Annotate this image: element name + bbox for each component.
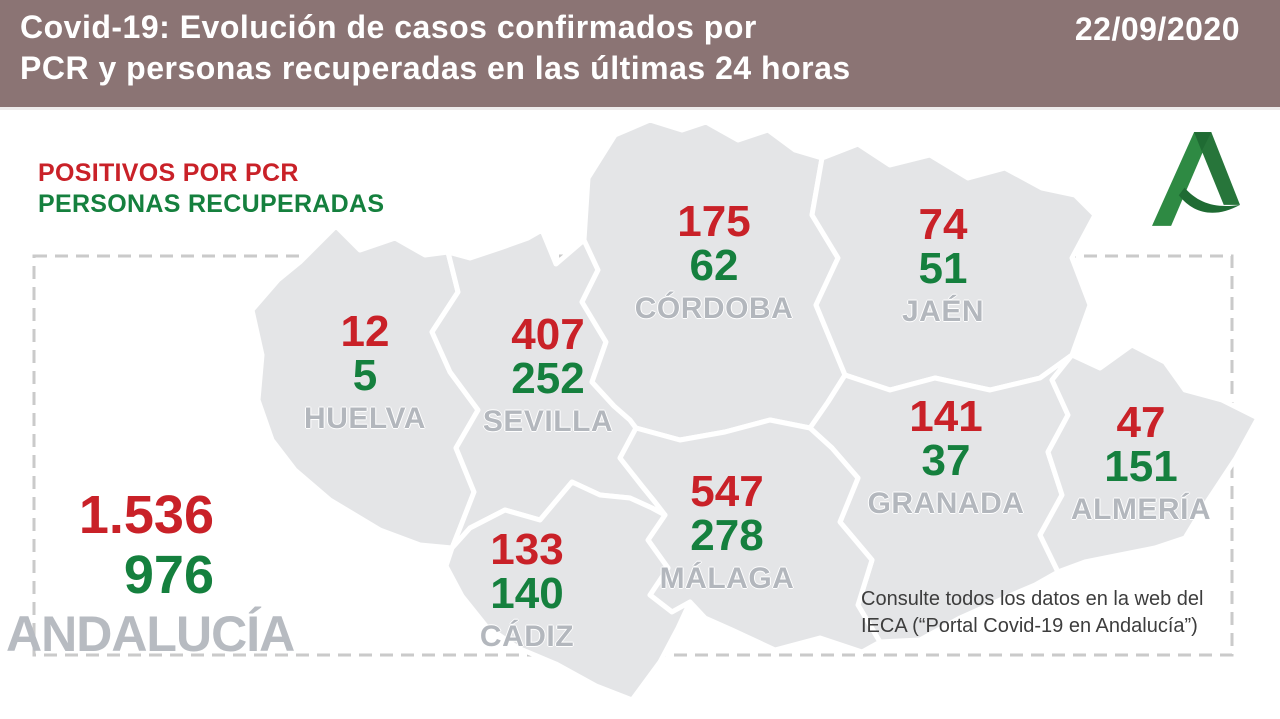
total-pcr-value: 1.536 [78,485,214,545]
province-block-almeria: 47 151 ALMERÍA [1071,401,1211,529]
logo-left-leg [1152,132,1212,226]
province-block-granada: 141 37 GRANADA [868,395,1025,523]
logo-right-leg [1194,132,1240,205]
sevilla-recovered-value: 252 [511,354,585,403]
legend-positives-label: POSITIVOS POR PCR [38,159,299,187]
almeria-label: ALMERÍA [1070,493,1212,526]
malaga-recovered-value: 278 [690,511,764,560]
jaen-label: JAÉN [901,295,985,328]
page-title: Covid-19: Evolución de casos confirmados… [20,7,851,89]
header-bar: Covid-19: Evolución de casos confirmados… [0,0,1280,110]
legend: POSITIVOS POR PCR PERSONAS RECUPERADAS [38,158,384,220]
almeria-recovered-value: 151 [1104,442,1178,491]
jaen-pcr-value: 74 [918,200,968,249]
province-block-sevilla: 407 252 SEVILLA [483,313,613,441]
granada-pcr-value: 141 [909,392,983,441]
report-date: 22/09/2020 [1074,11,1240,47]
almeria-pcr-value: 47 [1116,398,1166,447]
granada-recovered-value: 37 [921,436,971,485]
cadiz-label: CÁDIZ [479,620,575,653]
total-recovered-value: 976 [123,545,214,605]
jaen-recovered-value: 51 [918,244,968,293]
huelva-recovered-value: 5 [352,351,378,400]
cadiz-pcr-value: 133 [490,525,564,574]
cordoba-pcr-value: 175 [677,197,751,246]
province-block-cordoba: 175 62 CÓRDOBA [635,200,794,328]
province-block-huelva: 12 5 HUELVA [304,310,426,438]
malaga-pcr-value: 547 [690,467,764,516]
page-title-line1: Covid-19: Evolución de casos confirmados… [20,9,757,45]
junta-de-andalucia-logo [1152,132,1240,226]
legend-recovered-label: PERSONAS RECUPERADAS [38,190,385,218]
total-region-label: ANDALUCÍA [6,606,295,662]
province-block-jaen: 74 51 JAÉN [902,203,984,331]
footer-note-line1: Consulte todos los datos en la web del [861,588,1204,610]
logo-swoosh [1178,187,1240,213]
footer-note-line2: IECA (“Portal Covid-19 en Andalucía”) [861,615,1198,637]
province-block-malaga: 547 278 MÁLAGA [660,470,795,598]
province-shape-jaen [809,141,1098,393]
malaga-label: MÁLAGA [659,562,795,595]
province-shape-cadiz [443,479,693,703]
footer-note: Consulte todos los datos en la web del I… [861,586,1203,640]
huelva-pcr-value: 12 [340,307,390,356]
cordoba-recovered-value: 62 [689,241,739,290]
granada-label: GRANADA [867,487,1025,520]
sevilla-pcr-value: 407 [511,310,585,359]
huelva-label: HUELVA [304,402,426,435]
cordoba-label: CÓRDOBA [634,292,794,325]
province-shape-almeria [1037,342,1261,575]
page-title-line2: PCR y personas recuperadas en las última… [20,50,851,86]
logo-apex-fold [1194,132,1212,152]
province-block-cadiz: 133 140 CÁDIZ [480,528,574,656]
sevilla-label: SEVILLA [482,405,614,438]
cadiz-recovered-value: 140 [490,569,564,618]
